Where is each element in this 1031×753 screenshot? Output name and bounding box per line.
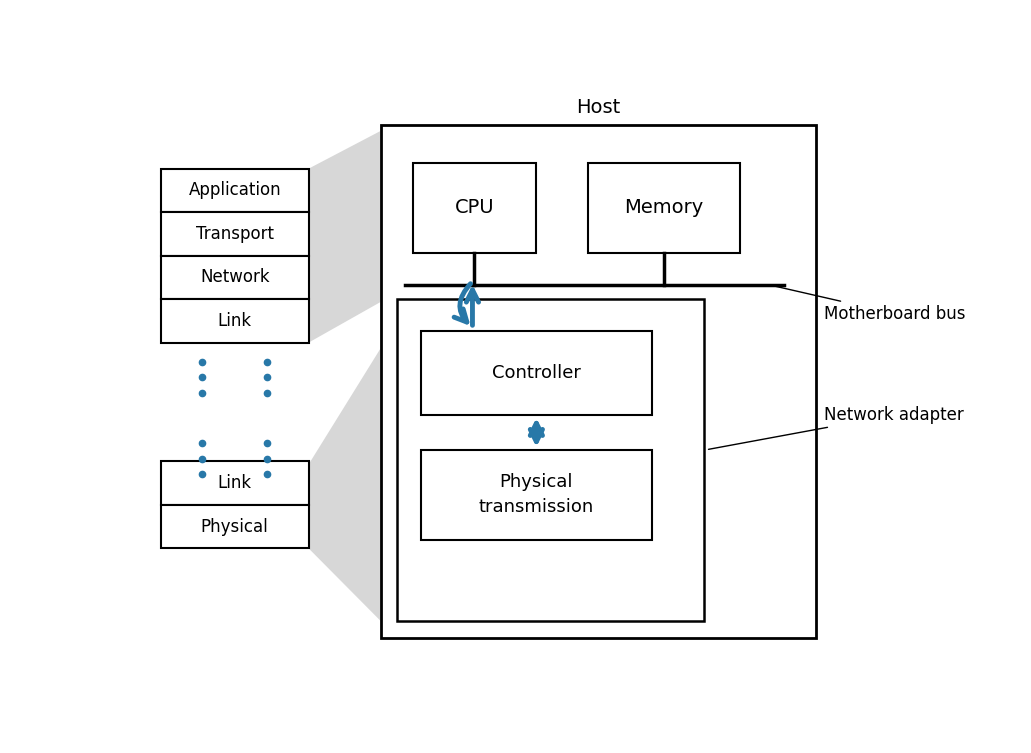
Bar bbox=[161, 169, 308, 212]
Bar bbox=[380, 125, 817, 639]
Text: Controller: Controller bbox=[492, 364, 580, 382]
Bar bbox=[161, 505, 308, 548]
Text: Memory: Memory bbox=[625, 198, 704, 218]
Polygon shape bbox=[308, 131, 380, 343]
Text: Network: Network bbox=[200, 268, 269, 286]
Polygon shape bbox=[308, 349, 380, 621]
Bar bbox=[421, 331, 653, 415]
Bar bbox=[161, 299, 308, 343]
Text: Application: Application bbox=[189, 181, 281, 200]
Text: Link: Link bbox=[218, 474, 252, 492]
Bar bbox=[397, 299, 704, 621]
Bar bbox=[161, 462, 308, 505]
Bar bbox=[421, 450, 653, 540]
Bar bbox=[161, 255, 308, 299]
Bar bbox=[161, 212, 308, 255]
Text: Transport: Transport bbox=[196, 225, 274, 243]
Text: Network adapter: Network adapter bbox=[708, 406, 964, 450]
Bar bbox=[589, 163, 740, 253]
Bar bbox=[412, 163, 536, 253]
Text: CPU: CPU bbox=[455, 198, 494, 218]
Text: Physical: Physical bbox=[201, 517, 269, 535]
Text: Host: Host bbox=[576, 98, 621, 117]
Text: Physical
transmission: Physical transmission bbox=[478, 474, 594, 517]
Text: Link: Link bbox=[218, 312, 252, 330]
Text: Motherboard bus: Motherboard bus bbox=[771, 285, 965, 322]
